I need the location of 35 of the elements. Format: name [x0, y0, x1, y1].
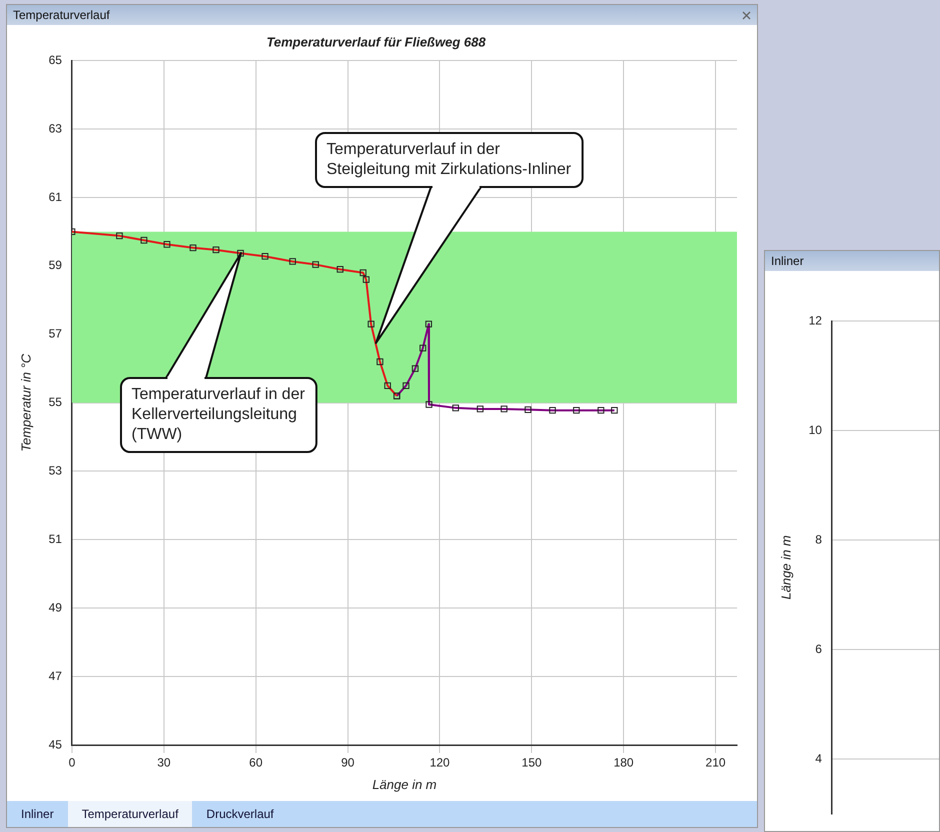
y-tick-label: 61 — [48, 190, 62, 204]
y-tick-label: 53 — [48, 464, 62, 478]
x-tick-label: 30 — [157, 756, 171, 770]
y-tick-label: 4 — [815, 751, 822, 766]
y-tick-label: 6 — [815, 642, 822, 656]
x-tick-label: 90 — [341, 756, 355, 770]
x-axis-title: Länge in m — [372, 776, 437, 792]
y-tick-label: 55 — [48, 395, 62, 410]
text: Inliner — [771, 254, 804, 268]
y-tick-label: 65 — [48, 52, 62, 67]
y-tick-label: 47 — [48, 668, 62, 683]
annotation: Temperaturverlauf in der Kellerverteilungsleitung (TWW) — [132, 385, 305, 446]
y-axis-title: Temperatur in °C — [18, 353, 34, 452]
y-tick-label: 59 — [48, 258, 62, 272]
text: Temperaturverlauf — [13, 8, 110, 22]
y-tick-label: 57 — [48, 326, 62, 341]
x-tick-label: 120 — [430, 756, 450, 770]
y-tick-label: 8 — [815, 532, 822, 546]
chart-title: Temperaturverlauf für Fließweg 688 — [266, 34, 486, 50]
y-tick-label: 49 — [48, 600, 62, 614]
text: Druckverlauf — [205, 806, 275, 823]
x-tick-label: 180 — [614, 756, 634, 770]
x-tick-label: 210 — [706, 756, 726, 770]
annotation: Temperaturverlauf in der Steigleitung mit Zirkulations-Inliner — [326, 140, 572, 180]
y-tick-label: 10 — [808, 422, 822, 437]
text: Inliner — [20, 806, 55, 823]
y-tick-label: 45 — [48, 737, 62, 752]
y-axis-title: Länge in m — [778, 535, 794, 600]
x-tick-label: 150 — [522, 756, 542, 770]
y-tick-label: 12 — [808, 313, 822, 328]
y-tick-label: 63 — [48, 121, 62, 136]
x-tick-label: 0 — [68, 756, 76, 770]
y-tick-label: 51 — [48, 532, 62, 546]
text: Temperaturverlauf — [68, 801, 192, 827]
x-tick-label: 60 — [249, 756, 263, 770]
